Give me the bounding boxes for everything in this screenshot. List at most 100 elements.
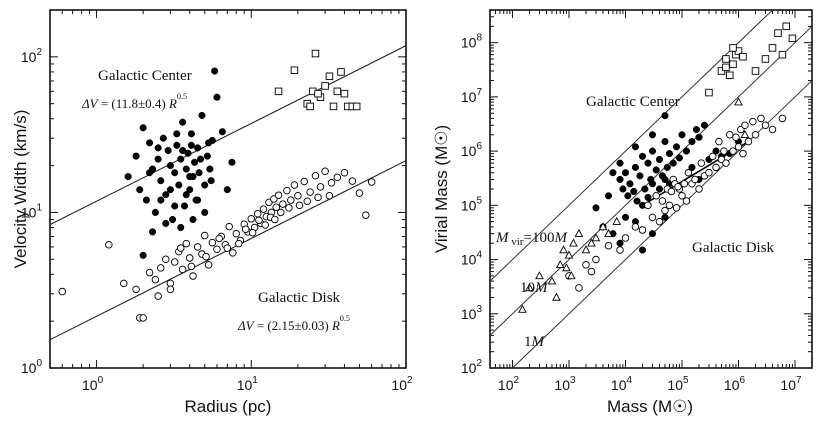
- open-circle-point: [616, 246, 624, 254]
- x-tick-label: 100: [82, 375, 104, 393]
- disk-fit-coefficient: = (2.15±0.03): [254, 318, 332, 333]
- open-circle-point: [295, 201, 304, 210]
- filled-circle-point: [675, 154, 683, 162]
- open-circle-point: [638, 226, 647, 234]
- disk-fit-r: R: [331, 318, 340, 333]
- open-square-point: [774, 29, 782, 37]
- y-tick-label: 102: [461, 358, 483, 376]
- filled-circle-point: [672, 143, 681, 151]
- open-circle-point: [362, 211, 370, 219]
- filled-circle-point: [624, 192, 632, 200]
- filled-circle-point: [636, 172, 644, 180]
- right-tick-marks: [489, 9, 813, 369]
- open-circle-point: [271, 215, 279, 224]
- open-square-point: [722, 63, 730, 72]
- reference-line-1x: [512, 80, 813, 369]
- open-circle-point: [229, 249, 237, 257]
- y-tick-label: 100: [21, 358, 43, 376]
- filled-circle-point: [621, 169, 630, 177]
- center-fit-coefficient: = (11.8±0.4): [98, 96, 169, 111]
- open-circle-point: [139, 314, 147, 322]
- open-triangle-point: [598, 222, 608, 231]
- fit-line-center: [49, 45, 407, 226]
- open-circle-point: [105, 240, 113, 249]
- open-circle-point: [725, 131, 734, 139]
- right-x-axis-title: Mass (M☉): [607, 397, 693, 416]
- filled-circle-point: [159, 134, 167, 142]
- open-circle-point: [340, 168, 349, 177]
- open-triangle-point: [574, 228, 584, 237]
- open-circle-point: [722, 159, 730, 167]
- filled-circle-point: [197, 155, 205, 163]
- open-circle-point: [592, 255, 600, 264]
- open-circle-point: [678, 192, 686, 200]
- filled-circle-point: [638, 246, 647, 254]
- open-circle-point: [739, 149, 747, 158]
- open-circle-point: [661, 206, 669, 215]
- velocity-radius-panel: 100 101 102 100 101 102 Radius (pc) Velocity…: [11, 9, 413, 416]
- right-y-axis-title: Virial Mass (M☉): [432, 125, 451, 253]
- open-circle-point: [300, 177, 309, 186]
- open-circle-point: [193, 243, 202, 251]
- open-circle-point: [283, 186, 291, 195]
- open-square-point: [311, 49, 320, 58]
- right-reference-lines: [489, 9, 813, 369]
- filled-circle-point: [616, 175, 624, 184]
- x-tick-label: 107: [780, 375, 802, 393]
- open-circle-point: [202, 252, 210, 261]
- open-circle-point: [215, 234, 223, 243]
- open-circle-point: [682, 197, 691, 205]
- center-fit-exponent: 0.5: [177, 92, 187, 101]
- filled-circle-point: [187, 130, 195, 138]
- filled-circle-point: [661, 112, 669, 120]
- reference-line-100x: [489, 9, 773, 282]
- right-y-tick-labels: 102 103 104 105 106 107 108: [461, 33, 483, 376]
- filled-circle-point: [124, 173, 132, 181]
- filled-circle-point: [616, 239, 624, 247]
- open-circle-point: [665, 201, 674, 210]
- open-circle-point: [644, 201, 652, 210]
- y-tick-label: 106: [461, 141, 483, 159]
- open-square-point: [739, 52, 747, 61]
- open-triangle-point: [535, 271, 544, 280]
- filled-circle-point: [177, 223, 185, 232]
- disk-fit-exponent: 0.5: [340, 314, 350, 323]
- filled-circle-point: [218, 128, 226, 136]
- filled-circle-point: [166, 186, 174, 194]
- label-line-1m-m: M: [531, 334, 546, 350]
- open-square-point: [314, 89, 322, 98]
- open-circle-point: [182, 239, 191, 248]
- open-square-point: [329, 102, 338, 111]
- x-tick-label: 102: [391, 375, 413, 393]
- filled-circle-point: [146, 169, 154, 177]
- open-circle-point: [285, 204, 293, 212]
- filled-circle-point: [641, 185, 649, 193]
- label-line-10m-m: M: [534, 280, 549, 296]
- open-circle-point: [316, 183, 325, 191]
- open-triangle-point: [525, 283, 534, 292]
- x-tick-label: 105: [667, 375, 689, 393]
- filled-circle-point: [180, 202, 189, 210]
- filled-circle-point: [142, 196, 150, 204]
- open-circle-point: [367, 178, 376, 186]
- open-circle-point: [348, 177, 357, 185]
- open-circle-point: [253, 210, 262, 218]
- filled-circle-point: [648, 131, 656, 139]
- filled-circle-point: [688, 137, 696, 146]
- open-circle-point: [684, 168, 693, 177]
- open-circle-point: [274, 191, 283, 199]
- filled-circle-point: [616, 159, 624, 167]
- filled-circle-point: [182, 191, 190, 199]
- open-square-point: [306, 102, 314, 111]
- filled-circle-point: [162, 191, 170, 199]
- filled-circle-point: [198, 111, 206, 120]
- open-square-point: [778, 50, 787, 59]
- y-tick-label: 108: [461, 33, 483, 51]
- label-line-100m-rest: =100: [523, 230, 554, 246]
- filled-circle-point: [194, 196, 202, 204]
- open-circle-point: [715, 137, 723, 146]
- open-circle-point: [200, 231, 209, 240]
- left-x-axis-title: Radius (pc): [185, 397, 272, 416]
- open-circle-point: [314, 193, 322, 202]
